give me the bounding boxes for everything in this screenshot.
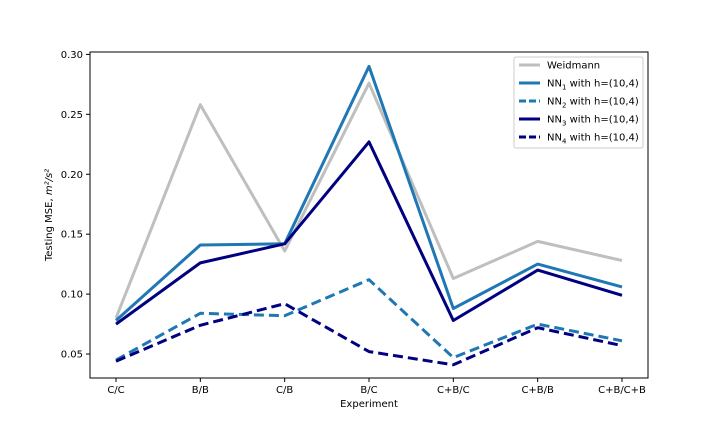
- legend-label: NN2 with h=(10,4): [547, 97, 639, 110]
- x-tick-label: C/B: [276, 385, 293, 396]
- legend-label-main: NN: [547, 115, 562, 126]
- x-tick-label: C/C: [107, 385, 124, 396]
- y-axis-label: Testing MSE, m²/s²: [44, 169, 55, 262]
- legend-label: NN1 with h=(10,4): [547, 79, 639, 92]
- y-tick-label: 0.15: [61, 230, 83, 241]
- x-axis: C/C B/B C/B B/C C+B/C C+B/B C+B/C+B: [107, 378, 646, 396]
- y-tick-label: 0.10: [61, 290, 83, 301]
- legend-label-main: NN: [547, 133, 562, 144]
- legend-label-sub: 2: [562, 102, 566, 110]
- legend-label-rest: with h=(10,4): [566, 97, 638, 108]
- series-line-3: [115, 278, 623, 362]
- series-line-2: [114, 64, 623, 322]
- legend-label-main: NN: [547, 79, 562, 90]
- y-tick-label: 0.30: [61, 50, 83, 61]
- legend-label-sub: 1: [562, 84, 566, 92]
- x-axis-label: Experiment: [340, 399, 398, 410]
- legend-label-main: Weidmann: [547, 61, 600, 72]
- plot-lines: [114, 64, 623, 367]
- x-tick-label: C+B/B: [521, 385, 554, 396]
- legend-label-rest: with h=(10,4): [566, 115, 638, 126]
- y-axis-label-prefix: Testing MSE,: [44, 195, 55, 262]
- x-tick-label: C+B/C: [437, 385, 470, 396]
- legend-label-sub: 4: [562, 138, 567, 146]
- x-tick-label: B/B: [192, 385, 209, 396]
- x-tick-label: B/C: [360, 385, 377, 396]
- y-axis-label-unit: m²/s²: [44, 169, 55, 195]
- y-tick-label: 0.25: [61, 110, 83, 121]
- y-tick-label: 0.05: [61, 350, 83, 361]
- series-line-5: [115, 302, 623, 367]
- legend-label-main: NN: [547, 97, 562, 108]
- legend-label: NN3 with h=(10,4): [547, 115, 639, 128]
- y-tick-label: 0.20: [61, 170, 83, 181]
- y-axis: 0.05 0.10 0.15 0.20 0.25 0.30: [61, 50, 90, 361]
- series-line-4: [115, 140, 623, 326]
- legend-label-rest: with h=(10,4): [566, 133, 638, 144]
- legend-label-rest: with h=(10,4): [566, 79, 638, 90]
- x-tick-label: C+B/C+B: [598, 385, 646, 396]
- legend-label-sub: 3: [562, 120, 566, 128]
- legend-box: [513, 56, 644, 149]
- series-line-1: [114, 81, 623, 319]
- legend-label: NN4 with h=(10,4): [547, 133, 639, 146]
- legend-label: Weidmann: [547, 61, 600, 72]
